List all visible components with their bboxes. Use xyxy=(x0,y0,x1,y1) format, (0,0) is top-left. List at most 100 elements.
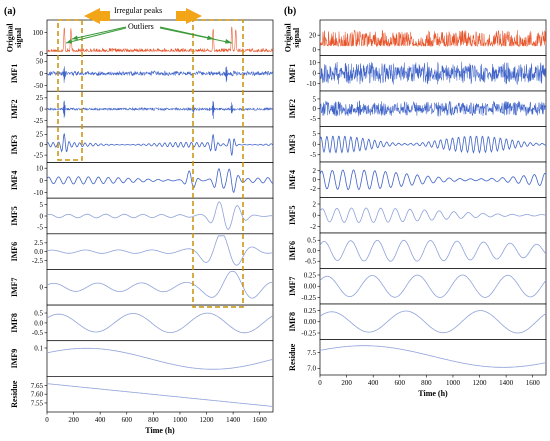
series-line-imf5 xyxy=(320,207,546,223)
subplot-imf2: -25 0 25 IMF2 xyxy=(10,90,274,128)
y-tick-label: 0.25 xyxy=(304,271,317,279)
y-axis-label: IMF6 xyxy=(288,241,297,261)
y-tick-label: 0 xyxy=(40,284,44,292)
y-tick-label: 0 xyxy=(313,70,317,78)
x-tick-label: 1600 xyxy=(526,379,541,387)
subplot-frame xyxy=(319,197,547,234)
x-tick-label: 1600 xyxy=(253,416,268,424)
subplot-frame xyxy=(46,376,274,413)
y-tick-label: 0.00 xyxy=(304,283,317,291)
subplot-imf8: 0.25 0.00 -0.25 IMF8 xyxy=(288,303,547,340)
subplot-imf8: -0.5 0.0 0.5 IMF8 xyxy=(10,304,274,342)
y-tick-label: 100 xyxy=(33,29,44,37)
y-tick-label: -0.25 xyxy=(301,294,316,302)
x-tick-label: 1400 xyxy=(499,379,514,387)
y-tick-label: 10 xyxy=(36,165,44,173)
y-axis-label: IMF5 xyxy=(10,206,19,226)
y-axis-label: IMF7 xyxy=(10,277,19,297)
y-tick-label: -5 xyxy=(310,151,316,159)
y-tick-label: 7.60 xyxy=(31,391,44,399)
y-tick-label: 2.5 xyxy=(34,239,43,247)
y-axis-label: IMF7 xyxy=(288,276,297,296)
subplot-imf1: -50 0 50 IMF1 xyxy=(10,55,274,92)
series-line-imf8 xyxy=(47,312,273,334)
y-tick-label: 0 xyxy=(40,105,44,113)
subplot-imf6: 0.5 0.0 -0.5 IMF6 xyxy=(288,232,547,269)
y-tick-label: 0 xyxy=(40,50,44,58)
outlier-arrow-2 xyxy=(65,27,127,44)
outlier-arrow-1 xyxy=(71,26,127,40)
y-tick-label: 0.1 xyxy=(34,344,43,352)
y-tick-label: 5 xyxy=(313,95,317,103)
subplot-imf4: -202 IMF4 xyxy=(288,161,547,198)
outlier-arrowhead-1 xyxy=(72,35,78,40)
y-tick-label: 0 xyxy=(40,141,44,149)
y-tick-label: 20 xyxy=(309,32,317,40)
y-tick-label: -50 xyxy=(34,82,44,90)
y-tick-label: 5 xyxy=(40,201,44,209)
y-axis-label: Residue xyxy=(288,343,297,371)
y-tick-label: -0.5 xyxy=(32,329,44,337)
x-tick-label: 600 xyxy=(395,379,406,387)
subplot-frame xyxy=(319,232,547,269)
outlier-arrowhead-3 xyxy=(207,35,214,40)
y-axis-label: IMF1 xyxy=(10,64,19,84)
highlight-box-right xyxy=(192,19,244,308)
y-axis-label: IMF1 xyxy=(288,63,297,83)
y-tick-label: 7.65 xyxy=(31,382,44,390)
y-tick-label: -5 xyxy=(37,224,43,232)
y-tick-label: 0 xyxy=(40,70,44,78)
peak-arrow-left xyxy=(84,8,110,24)
y-tick-label: 5 xyxy=(313,130,317,138)
series-line-imf3 xyxy=(47,133,273,156)
peak-arrow-right xyxy=(176,8,202,24)
y-axis-label: IMF2 xyxy=(10,99,19,119)
x-tick-label: 800 xyxy=(148,416,159,424)
x-tick-label: 0 xyxy=(318,379,322,387)
x-tick-label: 400 xyxy=(95,416,106,424)
y-tick-label: 0 xyxy=(313,212,317,220)
y-tick-label: 0.25 xyxy=(304,307,317,315)
y-tick-label: -10 xyxy=(307,80,317,88)
y-axis-label: IMF8 xyxy=(10,313,19,333)
y-axis-label: IMF3 xyxy=(10,135,19,155)
y-tick-label: 10 xyxy=(309,59,317,67)
subplot-frame xyxy=(46,269,274,306)
y-tick-label: -25 xyxy=(34,152,44,160)
subplot-frame xyxy=(319,303,547,340)
subplot-imf2: -5 0 5 IMF2 xyxy=(288,90,547,127)
y-tick-label: 2 xyxy=(313,200,317,208)
y-tick-label: 0.00 xyxy=(304,318,317,326)
y-tick-label: -25 xyxy=(34,117,44,125)
annotation-overlay: Irregular peaks Outliers xyxy=(57,6,244,308)
y-tick-label: 7.55 xyxy=(31,399,44,407)
x-tick-label: 1000 xyxy=(173,416,188,424)
y-tick-label: 0 xyxy=(313,141,317,149)
subplot-frame xyxy=(46,304,274,342)
outlier-arrowhead-4 xyxy=(225,39,232,44)
subplot-imf7: 0.25 0.00 -0.25 IMF7 xyxy=(288,268,547,305)
series-line-imf7 xyxy=(47,271,273,299)
x-axis-label: Time (h) xyxy=(418,389,448,398)
subplot-imf5: -5 0 5 IMF5 xyxy=(10,197,274,235)
y-axis-label: IMF3 xyxy=(288,134,297,154)
subplot-imf3: -5 0 5 IMF3 xyxy=(288,126,547,163)
series-line-imf5 xyxy=(47,201,273,230)
series-line-imf6 xyxy=(320,239,546,262)
y-tick-label: 0 xyxy=(313,46,317,54)
subplot-residue: 7.5 7.0 Residue xyxy=(288,339,547,376)
subplot-frame xyxy=(319,161,547,198)
outlier-arrowhead-2 xyxy=(66,39,72,44)
subplot-imf1: -10 0 10 IMF1 xyxy=(288,55,547,92)
subplot-frame xyxy=(46,340,274,377)
x-tick-label: 0 xyxy=(45,416,49,424)
y-axis-label: IMF6 xyxy=(10,242,19,262)
y-tick-label: 0.0 xyxy=(307,247,316,255)
x-tick-label: 200 xyxy=(341,379,352,387)
series-line-original-signal xyxy=(320,29,546,48)
series-line-imf2 xyxy=(47,100,273,120)
series-line-imf4 xyxy=(320,169,546,190)
series-line-imf3 xyxy=(320,135,546,154)
y-tick-label: 0.0 xyxy=(34,248,43,256)
